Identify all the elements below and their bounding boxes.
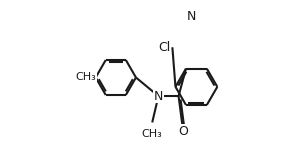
Text: N: N [154, 90, 163, 103]
Text: Cl: Cl [159, 41, 171, 54]
Text: CH₃: CH₃ [75, 73, 96, 82]
Text: N: N [186, 10, 196, 23]
Text: CH₃: CH₃ [142, 129, 162, 139]
Text: O: O [178, 125, 188, 138]
